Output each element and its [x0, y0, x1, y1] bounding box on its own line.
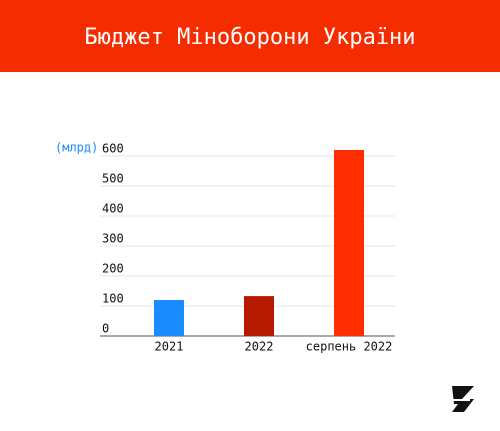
y-tick-label: 300 — [102, 232, 124, 246]
x-tick-label: 2021 — [155, 340, 184, 354]
x-tick-label: 2022 — [245, 340, 274, 354]
logo — [450, 386, 474, 412]
y-tick-label: 500 — [102, 172, 124, 186]
y-axis-label: (млрд) — [55, 141, 98, 155]
bar — [334, 150, 364, 336]
y-tick-label: 100 — [102, 292, 124, 306]
y-tick-label: 200 — [102, 262, 124, 276]
y-tick-label: 0 — [102, 322, 109, 336]
y-tick-label: 400 — [102, 202, 124, 216]
y-tick-label: 600 — [102, 142, 124, 156]
bar — [154, 300, 184, 336]
bar — [244, 296, 274, 336]
chart-title: Бюджет Міноборони України — [84, 25, 415, 50]
x-tick-label: серпень 2022 — [306, 340, 393, 354]
header-band — [0, 0, 500, 72]
